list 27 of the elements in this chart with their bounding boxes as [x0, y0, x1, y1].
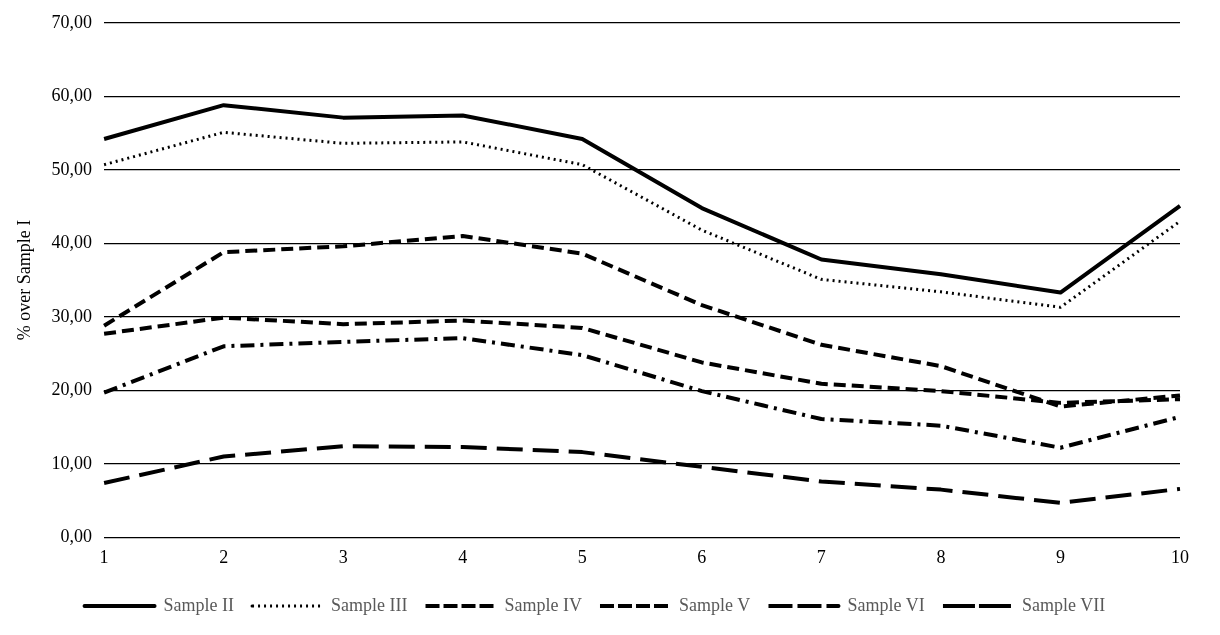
x-tick-label: 7	[816, 546, 826, 567]
y-tick-label: 40,00	[51, 232, 93, 253]
x-tick-label: 5	[577, 546, 587, 567]
legend-label: Sample VI	[847, 594, 925, 615]
x-tick-label: 8	[936, 546, 946, 567]
x-tick-label: 4	[458, 546, 468, 567]
x-tick-label: 6	[697, 546, 707, 567]
x-tick-label: 10	[1171, 546, 1189, 567]
x-tick-label: 2	[219, 546, 229, 567]
legend-label: Sample V	[678, 594, 751, 615]
x-tick-label: 1	[99, 546, 109, 567]
y-tick-label: 0,00	[60, 526, 93, 547]
x-tick-label: 3	[338, 546, 348, 567]
y-tick-label: 10,00	[51, 452, 93, 473]
x-tick-label: 9	[1055, 546, 1065, 567]
legend-label: Sample IV	[504, 594, 582, 615]
legend-label: Sample II	[163, 594, 235, 615]
line-series	[102, 233, 1182, 409]
y-tick-label: 20,00	[51, 379, 93, 400]
line-series	[102, 444, 1182, 505]
y-tick-label: 50,00	[51, 158, 93, 179]
y-axis-title: % over Sample I	[13, 219, 34, 341]
y-tick-label: 60,00	[51, 85, 93, 106]
legend-label: Sample VII	[1021, 594, 1106, 615]
legend-label: Sample III	[331, 594, 408, 615]
y-tick-label: 30,00	[51, 305, 93, 326]
y-tick-label: 70,00	[51, 11, 93, 32]
